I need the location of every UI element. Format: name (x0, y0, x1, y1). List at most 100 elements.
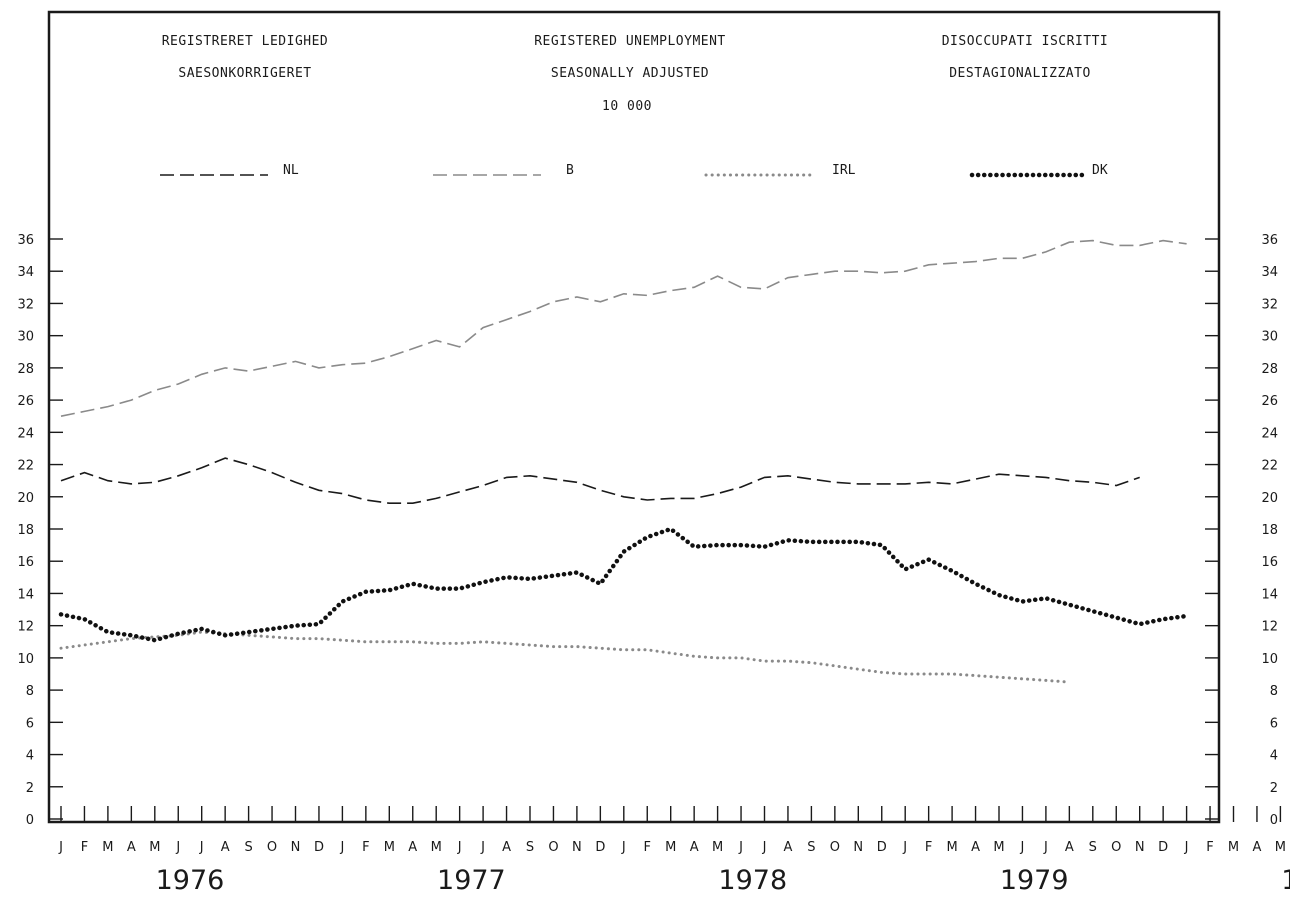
x-month-label: F (362, 840, 369, 855)
x-month-label: J (175, 840, 180, 855)
x-month-label: N (291, 840, 301, 855)
header-da-subtitle: SAESONKORRIGERET (178, 66, 311, 81)
y-tick-label-left: 28 (17, 362, 34, 377)
y-tick-label-right: 22 (1261, 459, 1278, 474)
series-line-b (60, 239, 1187, 417)
header-da-title: REGISTRERET LEDIGHED (162, 34, 329, 49)
x-month-label: J (480, 840, 485, 855)
x-month-label: J (339, 840, 344, 855)
y-tick-label-right: 32 (1261, 297, 1278, 312)
y-tick-label-right: 2 (1270, 781, 1278, 796)
x-month-label: J (58, 840, 63, 855)
x-month-label: J (738, 840, 743, 855)
y-tick-label-left: 10 (17, 652, 34, 667)
x-month-label: M (384, 840, 395, 855)
x-month-label: M (665, 840, 676, 855)
y-tick-label-left: 4 (26, 749, 34, 764)
x-month-label: S (244, 840, 252, 855)
y-tick-label-right: 34 (1261, 265, 1278, 280)
y-tick-label-left: 0 (26, 813, 34, 828)
x-month-label: F (81, 840, 88, 855)
legend-label-b: B (566, 163, 574, 178)
series-line-irl (59, 630, 1071, 684)
y-tick-label-right: 18 (1261, 523, 1278, 538)
legend: NL B IRL DK (160, 163, 1108, 178)
x-month-label: A (971, 840, 980, 855)
x-year-label: 1977 (437, 865, 506, 896)
y-tick-label-right: 16 (1261, 555, 1278, 570)
x-month-label: J (1020, 840, 1025, 855)
y-tick-label-right: 12 (1261, 620, 1278, 635)
y-tick-label-left: 18 (17, 523, 34, 538)
x-month-label: M (1228, 840, 1239, 855)
y-tick-label-right: 0 (1270, 813, 1278, 828)
y-tick-label-right: 14 (1261, 587, 1278, 602)
y-tick-label-left: 24 (17, 426, 34, 441)
y-tick-label-right: 8 (1270, 684, 1278, 699)
legend-label-dk: DK (1092, 163, 1108, 178)
series-line-dk (58, 526, 1189, 643)
x-month-label: D (595, 840, 605, 855)
x-month-label: J (1184, 840, 1189, 855)
y-tick-label-right: 10 (1261, 652, 1278, 667)
y-tick-label-left: 34 (17, 265, 34, 280)
y-tick-label-right: 6 (1270, 716, 1278, 731)
legend-label-nl: NL (283, 163, 299, 178)
x-month-label: N (1135, 840, 1145, 855)
x-month-label: A (690, 840, 699, 855)
x-month-label: J (621, 840, 626, 855)
y-tick-label-left: 8 (26, 684, 34, 699)
x-month-label: M (431, 840, 442, 855)
y-tick-label-left: 32 (17, 297, 34, 312)
x-month-label: M (102, 840, 113, 855)
y-tick-label-left: 16 (17, 555, 34, 570)
y-tick-label-left: 2 (26, 781, 34, 796)
y-tick-label-left: 12 (17, 620, 34, 635)
x-year-label: 1980 (1281, 865, 1290, 896)
x-month-label: F (925, 840, 932, 855)
x-month-label: O (830, 840, 840, 855)
x-month-label: A (408, 840, 417, 855)
series-group (58, 239, 1189, 684)
x-month-label: S (807, 840, 815, 855)
x-month-label: D (877, 840, 887, 855)
y-tick-label-left: 30 (17, 330, 34, 345)
x-month-label: D (1158, 840, 1168, 855)
x-month-label: O (548, 840, 558, 855)
y-tick-label-right: 4 (1270, 749, 1278, 764)
x-month-label: N (572, 840, 582, 855)
x-year-label: 1978 (718, 865, 787, 896)
y-tick-label-right: 24 (1261, 426, 1278, 441)
x-month-label: M (993, 840, 1004, 855)
x-month-label: A (783, 840, 792, 855)
y-tick-label-left: 14 (17, 587, 34, 602)
header-it-title: DISOCCUPATI ISCRITTI (942, 34, 1109, 49)
y-tick-label-right: 30 (1261, 330, 1278, 345)
x-month-label: D (314, 840, 324, 855)
header-en-subtitle: SEASONALLY ADJUSTED (551, 66, 709, 81)
x-year-label: 1976 (156, 865, 225, 896)
y-tick-label-left: 20 (17, 491, 34, 506)
x-month-label: J (457, 840, 462, 855)
x-month-label: S (526, 840, 534, 855)
y-tick-label-left: 36 (17, 233, 34, 248)
x-month-label: O (1111, 840, 1121, 855)
x-month-label: J (199, 840, 204, 855)
header-unit: 10 000 (602, 99, 652, 114)
x-month-label: J (762, 840, 767, 855)
header-it-subtitle: DESTAGIONALIZZATO (949, 66, 1091, 81)
y-tick-label-right: 26 (1261, 394, 1278, 409)
series-line-nl (60, 457, 1140, 504)
x-month-label: F (644, 840, 651, 855)
y-tick-label-right: 36 (1261, 233, 1278, 248)
x-month-label: J (902, 840, 907, 855)
y-tick-label-left: 6 (26, 716, 34, 731)
x-year-label: 1979 (1000, 865, 1069, 896)
y-tick-label-left: 22 (17, 459, 34, 474)
x-month-label: M (712, 840, 723, 855)
header-en-title: REGISTERED UNEMPLOYMENT (534, 34, 726, 49)
x-month-label: J (1043, 840, 1048, 855)
x-month-label: O (267, 840, 277, 855)
